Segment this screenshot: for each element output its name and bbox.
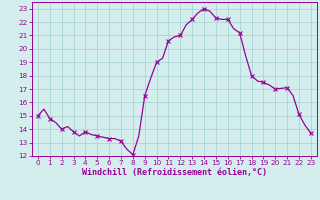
X-axis label: Windchill (Refroidissement éolien,°C): Windchill (Refroidissement éolien,°C): [82, 168, 267, 177]
